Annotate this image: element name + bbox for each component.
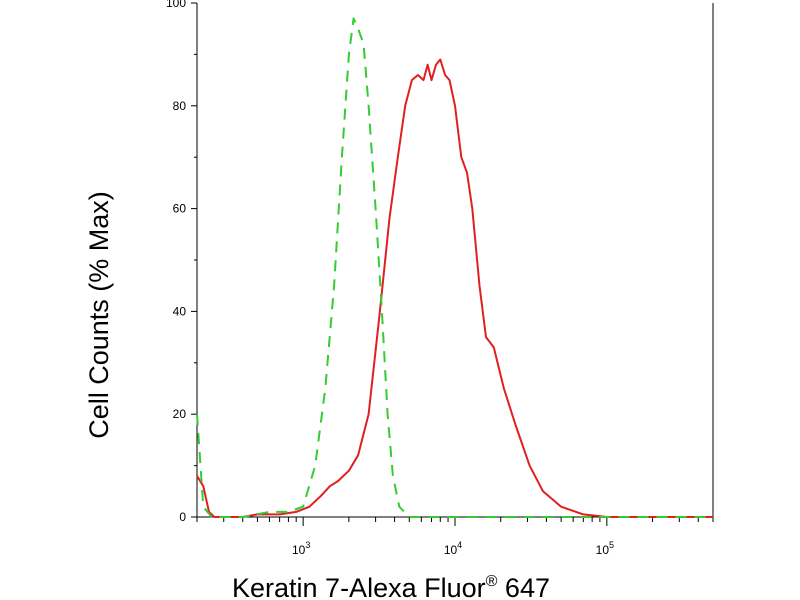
x-tick-label: 105 [596, 540, 614, 557]
y-tick-label: 100 [166, 0, 186, 10]
x-axis-label: Keratin 7-Alexa Fluor® 647 [232, 573, 550, 600]
x-axis-label-suffix: 647 [497, 573, 550, 600]
series-layer [196, 17, 713, 518]
plot-frame [196, 3, 714, 518]
x-axis-label-main: Keratin 7-Alexa Fluor [232, 573, 486, 600]
y-tick-label: 80 [173, 99, 187, 113]
y-tick-label: 60 [173, 202, 187, 216]
control-histogram-line [196, 17, 713, 518]
x-tick-label: 103 [292, 540, 310, 557]
sample-histogram-line [196, 58, 713, 518]
y-tick-label: 40 [173, 304, 187, 318]
y-tick-label: 20 [173, 407, 187, 421]
y-axis-label: Cell Counts (% Max) [84, 191, 114, 439]
y-axis-ticks: 0 20 40 60 80 100 [166, 0, 197, 524]
x-tick-label: 104 [444, 540, 462, 557]
x-axis-ticks: 103 104 105 [196, 517, 714, 557]
y-tick-label: 0 [179, 510, 186, 524]
x-axis-label-superscript: ® [486, 573, 498, 590]
